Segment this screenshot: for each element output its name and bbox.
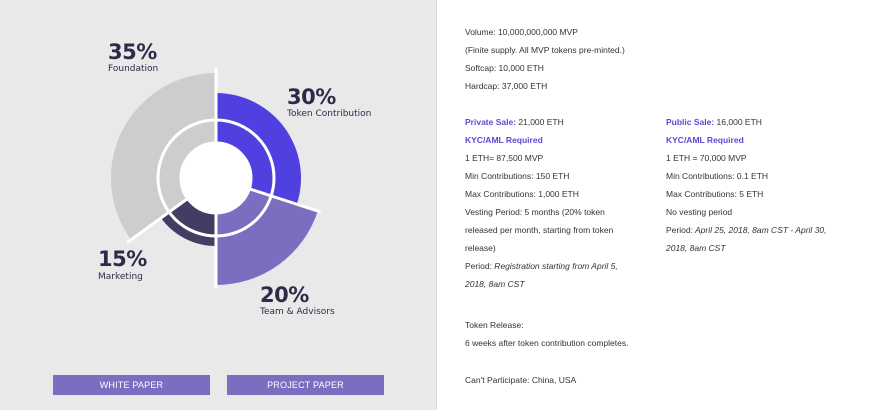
private-sale-amount: 21,000 ETH — [516, 117, 564, 127]
public-sale-kyc: KYC/AML Required — [666, 135, 744, 145]
donut-center — [179, 141, 253, 215]
private-sale-period-value: Registration starting from April 5, — [491, 261, 618, 271]
public-sale-period-line-1: Period: April 25, 2018, 8am CST - April … — [666, 225, 826, 235]
public-sale-vesting: No vesting period — [666, 207, 733, 217]
volume-text: Volume: 10,000,000,000 MVP — [465, 27, 578, 37]
team-advisors-percent: 20% — [260, 283, 309, 307]
white-paper-button[interactable]: WHITE PAPER — [53, 375, 210, 395]
token-contribution-percent: 30% — [287, 85, 336, 109]
panel-divider — [436, 0, 437, 410]
participation-restriction: Can't Participate: China, USA — [465, 375, 577, 385]
public-sale-period-label: Period: — [666, 225, 693, 235]
private-sale-rate: 1 ETH= 87,500 MVP — [465, 153, 544, 163]
slice-separator — [126, 197, 189, 244]
slice-foundation — [111, 73, 216, 240]
foundation-percent: 35% — [108, 40, 157, 64]
public-sale-rate: 1 ETH = 70,000 MVP — [666, 153, 747, 163]
private-sale-heading: Private Sale: 21,000 ETH — [465, 117, 564, 127]
private-sale-vesting-line-1: Vesting Period: 5 months (20% token — [465, 207, 605, 217]
private-sale-kyc: KYC/AML Required — [465, 135, 543, 145]
marketing-percent: 15% — [98, 247, 147, 271]
private-sale-period-line-1: Period: Registration starting from April… — [465, 261, 618, 271]
softcap-text: Softcap: 10,000 ETH — [465, 63, 544, 73]
slice-token-contribution — [216, 93, 302, 205]
slice-team-advisors — [216, 195, 318, 285]
ring-team-advisors — [216, 188, 272, 236]
private-sale-period-label: Period: — [465, 261, 492, 271]
public-sale-period-value: April 25, 2018, 8am CST - April 30, — [692, 225, 827, 235]
slice-separator — [248, 187, 322, 214]
hardcap-text: Hardcap: 37,000 ETH — [465, 81, 548, 91]
foundation-label: Foundation — [108, 64, 159, 74]
ring-foundation — [157, 120, 216, 213]
private-sale-title: Private Sale: — [465, 117, 517, 127]
token-contribution-label: Token Contribution — [287, 109, 372, 119]
public-sale-amount: 16,000 ETH — [714, 117, 762, 127]
token-release-text: 6 weeks after token contribution complet… — [465, 338, 629, 348]
private-sale-period-line-2: 2018, 8am CST — [465, 279, 525, 289]
ring-marketing — [169, 198, 216, 236]
marketing-label: Marketing — [98, 272, 143, 282]
team-advisors-label: Team & Advisors — [260, 307, 335, 317]
private-sale-vesting-line-3: release) — [465, 243, 496, 253]
public-sale-min: Min Contributions: 0.1 ETH — [666, 171, 769, 181]
supply-note: (Finite supply. All MVP tokens pre-minte… — [465, 45, 625, 55]
public-sale-period-line-2: 2018, 8am CST — [666, 243, 726, 253]
allocation-donut-chart — [111, 68, 322, 288]
private-sale-min: Min Contributions: 150 ETH — [465, 171, 570, 181]
project-paper-button[interactable]: PROJECT PAPER — [227, 375, 384, 395]
allocation-panel: 35% Foundation 30% Token Contribution 20… — [0, 0, 436, 410]
public-sale-max: Max Contributions: 5 ETH — [666, 189, 764, 199]
public-sale-title: Public Sale: — [666, 117, 715, 127]
token-release-title: Token Release: — [465, 320, 524, 330]
private-sale-vesting-line-2: released per month, starting from token — [465, 225, 614, 235]
token-sale-details: Volume: 10,000,000,000 MVP (Finite suppl… — [437, 0, 873, 410]
public-sale-heading: Public Sale: 16,000 ETH — [666, 117, 762, 127]
private-sale-max: Max Contributions: 1,000 ETH — [465, 189, 579, 199]
